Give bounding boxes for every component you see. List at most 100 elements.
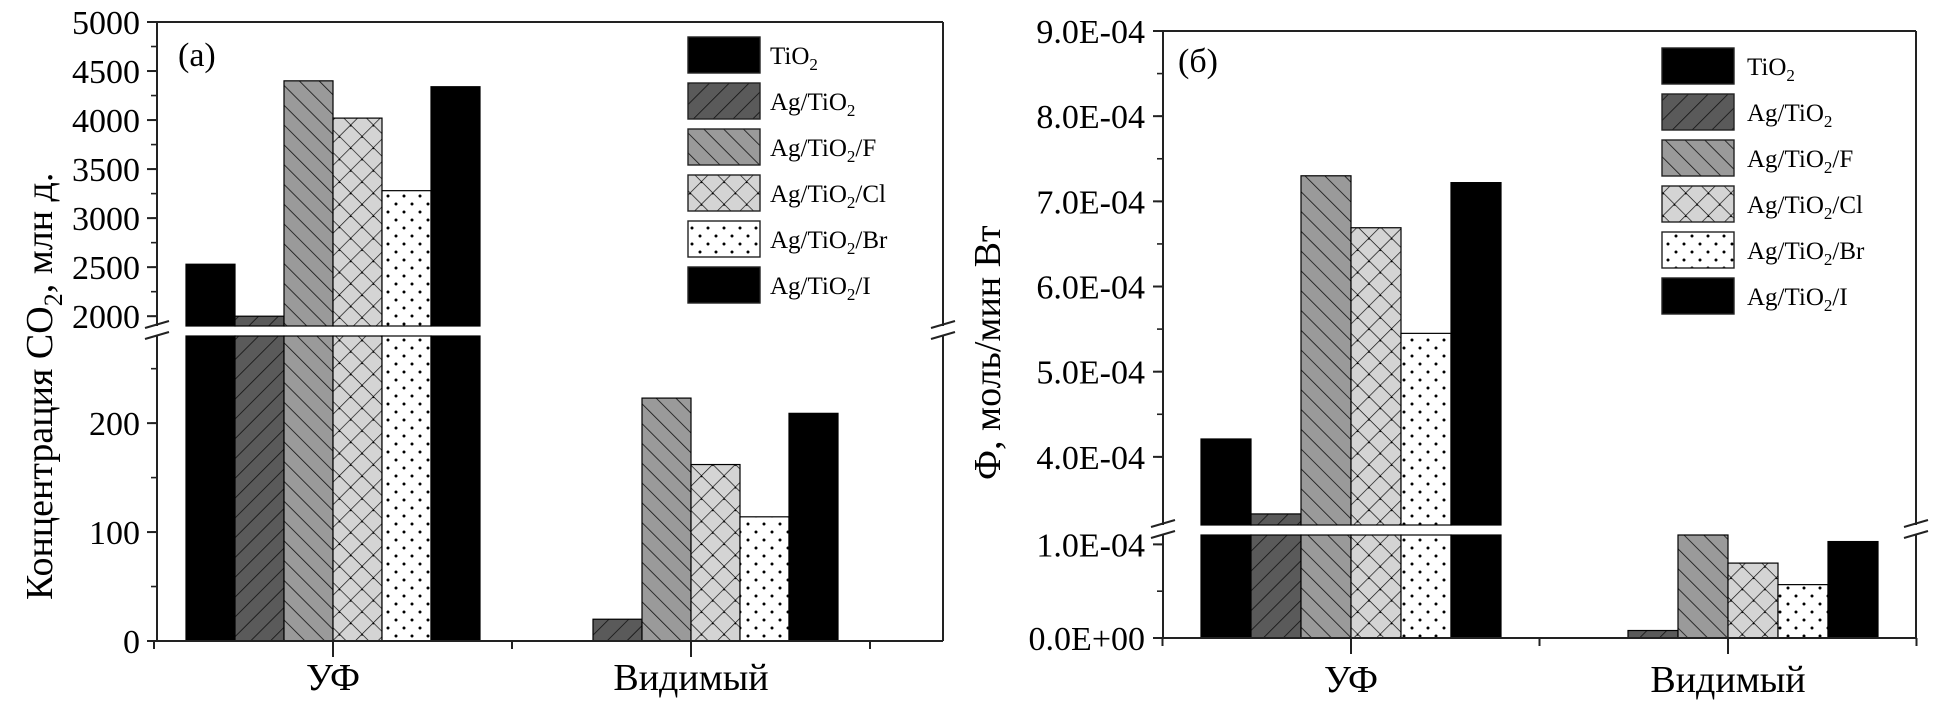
- bar: [1727, 562, 1779, 639]
- legend: TiO2Ag/TiO2Ag/TiO2/FAg/TiO2/ClAg/TiO2/Br…: [1661, 47, 1865, 315]
- bars-group: [1200, 175, 1879, 639]
- axis-break-gap: [155, 327, 945, 335]
- bar: [1827, 540, 1879, 639]
- axis-break-mark: [1903, 530, 1929, 539]
- legend-item: TiO2: [1661, 47, 1795, 85]
- x-category-label: УФ: [1324, 659, 1378, 701]
- legend-item: Ag/TiO2: [1661, 93, 1832, 131]
- legend-item: Ag/TiO2/Br: [1661, 231, 1865, 269]
- legend-label: Ag/TiO2/Cl: [1747, 192, 1863, 223]
- legend-swatch: [1661, 277, 1735, 315]
- legend-label-subscript: 2: [1824, 112, 1833, 131]
- legend-label: Ag/TiO2/I: [770, 273, 871, 304]
- legend-label-main: Ag/TiO: [1747, 284, 1824, 311]
- y-tick-label: 0: [123, 624, 140, 661]
- bar: [1250, 513, 1302, 526]
- bar: [332, 335, 383, 642]
- y-tick-label: 7.0E-04: [1036, 184, 1145, 221]
- bar: [430, 86, 481, 327]
- y-tick-label: 4500: [72, 54, 140, 91]
- legend-label-subscript: 2: [1824, 250, 1833, 269]
- legend-label-main: Ag/TiO: [770, 273, 847, 300]
- legend-label: TiO2: [1747, 54, 1795, 85]
- axis-break-gap: [1161, 526, 1918, 534]
- y-tick-label: 2000: [72, 299, 140, 336]
- legend-swatch: [1661, 47, 1735, 85]
- legend-swatch: [1661, 231, 1735, 269]
- bar: [1300, 175, 1352, 526]
- legend-label-main: Ag/TiO: [1747, 192, 1824, 219]
- bar: [1627, 629, 1679, 639]
- legend-swatch: [687, 220, 761, 258]
- bar: [1677, 534, 1729, 639]
- legend-item: Ag/TiO2/Cl: [1661, 185, 1863, 223]
- y-axis-title: Ф, моль/мин Вт: [967, 225, 1009, 480]
- axis-break-mark: [1150, 530, 1176, 539]
- bar: [234, 335, 285, 642]
- y-tick-label: 0.0E+00: [1029, 621, 1145, 658]
- legend-swatch: [687, 36, 761, 74]
- bar: [332, 117, 383, 327]
- legend-label: TiO2: [770, 43, 818, 74]
- y-tick-label: 8.0E-04: [1036, 99, 1145, 136]
- legend-label: Ag/TiO2/Br: [770, 227, 888, 258]
- y-tick-label: 3000: [72, 201, 140, 238]
- legend-swatch: [687, 174, 761, 212]
- legend-label: Ag/TiO2: [1747, 100, 1832, 131]
- legend-label-suffix: /Br: [1832, 238, 1865, 265]
- legend-label-suffix: /Cl: [855, 181, 886, 208]
- bar: [1200, 534, 1252, 639]
- axis-break-mark: [930, 320, 956, 329]
- legend-label-main: Ag/TiO: [770, 181, 847, 208]
- bar: [690, 463, 741, 642]
- legend-swatch: [1661, 93, 1735, 131]
- y-tick-label: 4.0E-04: [1036, 440, 1145, 477]
- y-axis-title-main: Концентрация CO: [19, 306, 61, 600]
- legend-label: Ag/TiO2/Br: [1747, 238, 1865, 269]
- bar: [1777, 584, 1829, 639]
- legend-label-main: TiO: [1747, 54, 1786, 81]
- y-tick-label: 5.0E-04: [1036, 355, 1145, 392]
- legend-label: Ag/TiO2/F: [1747, 146, 1853, 177]
- y-axis-title: Концентрация CO2, млн д.: [19, 173, 68, 600]
- bars-group: [185, 80, 839, 642]
- bar: [381, 190, 432, 327]
- bar: [739, 516, 790, 642]
- y-ticks: 0 100 200 2000 2500 3000 3500 4000 4500 5000: [72, 5, 157, 661]
- y-axis-title-unit: , млн д.: [19, 173, 61, 294]
- axis-break-mark: [1903, 519, 1929, 528]
- bar: [1450, 182, 1502, 526]
- legend-label-subscript: 2: [847, 101, 856, 120]
- legend-label-subscript: 2: [1824, 158, 1833, 177]
- bar: [185, 335, 236, 642]
- legend-label-suffix: /I: [855, 273, 870, 300]
- y-tick-label: 5000: [72, 5, 140, 42]
- x-category-label: Видимый: [613, 657, 768, 699]
- legend-label-main: TiO: [770, 43, 809, 70]
- legend-item: Ag/TiO2/Br: [687, 220, 888, 258]
- legend-label: Ag/TiO2/Cl: [770, 181, 886, 212]
- y-tick-label: 1.0E-04: [1036, 527, 1145, 564]
- legend-label-subscript: 2: [847, 239, 856, 258]
- axes: [144, 21, 956, 657]
- y-tick-label: 6.0E-04: [1036, 270, 1145, 307]
- legend-swatch: [687, 128, 761, 166]
- bar: [1400, 332, 1452, 526]
- bar: [185, 263, 236, 327]
- legend-label-subscript: 2: [847, 193, 856, 212]
- legend-label-suffix: /Br: [855, 227, 888, 254]
- legend-label-subscript: 2: [847, 285, 856, 304]
- legend: TiO2Ag/TiO2Ag/TiO2/FAg/TiO2/ClAg/TiO2/Br…: [687, 36, 888, 304]
- bar: [1300, 534, 1352, 639]
- legend-label-main: Ag/TiO: [770, 135, 847, 162]
- legend-label-main: Ag/TiO: [770, 227, 847, 254]
- legend-label-subscript: 2: [1824, 296, 1833, 315]
- legend-label-subscript: 2: [847, 147, 856, 166]
- bar: [283, 80, 334, 327]
- bar: [234, 315, 285, 327]
- y-tick-label: 200: [89, 406, 140, 443]
- legend-swatch: [687, 82, 761, 120]
- bar: [592, 618, 643, 642]
